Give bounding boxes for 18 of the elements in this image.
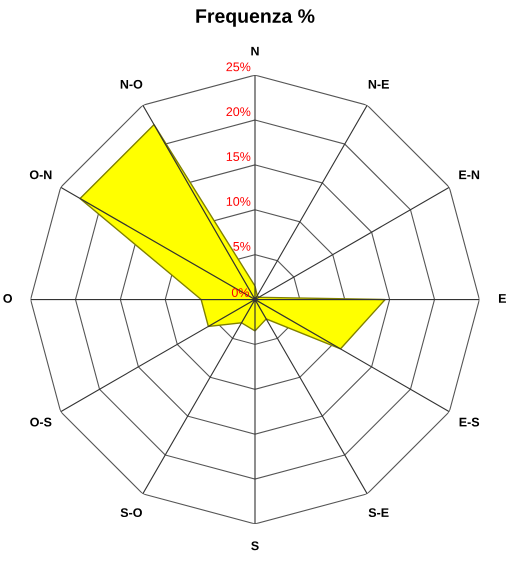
spoke-label: O-S [30, 418, 52, 427]
spoke-label: S-O [120, 508, 142, 518]
y-tick-label: 5% [233, 242, 250, 251]
spoke-label: N-O [120, 80, 142, 89]
spoke-label: O [3, 294, 12, 303]
chart-title: Frequenza % [196, 9, 314, 27]
y-tick-label: 15% [226, 152, 250, 162]
y-tick-label: 25% [226, 62, 250, 72]
spoke-label: S [251, 541, 259, 550]
y-tick-label: 20% [226, 107, 250, 116]
spoke-label: E-N [459, 170, 480, 180]
spoke-label: E [498, 294, 506, 303]
spoke-label: S-E [368, 508, 389, 518]
spoke-label: N-E [368, 80, 389, 89]
spoke-label: N [251, 46, 259, 56]
y-tick-label: 10% [226, 197, 250, 206]
spoke-label: O-N [30, 170, 52, 180]
spoke-label: E-S [460, 418, 480, 427]
